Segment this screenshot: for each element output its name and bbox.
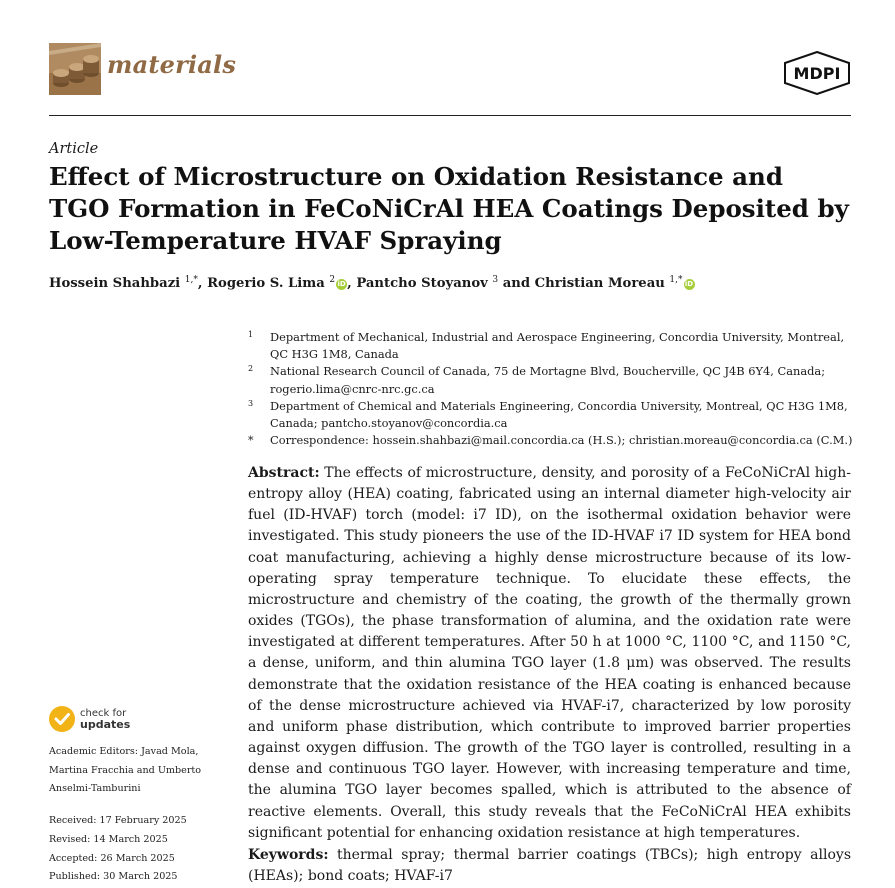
publisher-logo-icon: MDPI xyxy=(784,51,850,95)
checkmark-icon xyxy=(49,706,75,732)
affiliation-item: 2 National Research Council of Canada, 75… xyxy=(248,363,853,397)
received-date: Received: 17 February 2025 xyxy=(49,815,187,827)
affiliation-text: Department of Chemical and Materials Eng… xyxy=(270,398,848,431)
affiliation-item: 1 Department of Mechanical, Industrial an… xyxy=(248,329,853,363)
author-name[interactable]: Pantcho Stoyanov xyxy=(356,276,488,291)
affiliation-item: * Correspondence: hossein.shahbazi@mail.c… xyxy=(248,432,853,449)
academic-editors: Academic Editors: Javad Mola, Martina Fr… xyxy=(49,743,234,799)
affiliation-mark: 1 xyxy=(248,330,254,339)
journal-name: materials xyxy=(107,50,237,79)
affiliation-item: 3 Department of Chemical and Materials En… xyxy=(248,398,853,432)
author-separator: and xyxy=(498,276,535,291)
keywords-label: Keywords: xyxy=(248,847,329,863)
affiliation-list: 1 Department of Mechanical, Industrial an… xyxy=(248,329,853,449)
keywords-text: thermal spray; thermal barrier coatings … xyxy=(248,847,851,884)
author-separator: , xyxy=(197,276,208,291)
affiliation-text: Correspondence: hossein.shahbazi@mail.co… xyxy=(270,433,853,448)
check-updates-line2: updates xyxy=(80,718,131,731)
check-for-updates-badge[interactable]: check for updates xyxy=(49,706,179,736)
author-affiliation-mark: 2 xyxy=(329,275,336,285)
author-name[interactable]: Rogerio S. Lima xyxy=(207,276,325,291)
article-title: Effect of Microstructure on Oxidation Re… xyxy=(49,162,849,255)
published-date: Published: 30 March 2025 xyxy=(49,871,178,883)
author-affiliation-mark: 1,* xyxy=(669,275,683,285)
author-separator: , xyxy=(347,276,357,291)
affiliation-text: National Research Council of Canada, 75 … xyxy=(270,364,826,396)
keywords: Keywords: thermal spray; thermal barrier… xyxy=(248,845,851,887)
header-divider xyxy=(49,115,851,116)
abstract-text: The effects of microstructure, density, … xyxy=(248,465,852,841)
accepted-date: Accepted: 26 March 2025 xyxy=(49,852,175,864)
author-affiliation-mark: 1,* xyxy=(184,275,198,285)
author-name[interactable]: Christian Moreau xyxy=(534,276,665,291)
publisher-name: MDPI xyxy=(794,64,841,83)
revised-date: Revised: 14 March 2025 xyxy=(49,833,168,845)
orcid-icon[interactable]: iD xyxy=(336,279,348,290)
academic-editors-label: Academic Editors: xyxy=(49,746,139,757)
orcid-icon[interactable]: iD xyxy=(683,279,695,290)
abstract: Abstract: The effects of microstructure,… xyxy=(248,463,851,844)
affiliation-mark: * xyxy=(248,434,254,448)
article-metadata: Academic Editors: Javad Mola, Martina Fr… xyxy=(49,743,234,887)
affiliation-mark: 2 xyxy=(248,364,254,374)
academic-editors-names: Javad Mola, Martina Fracchia and Umberto… xyxy=(49,746,202,795)
affiliation-text: Department of Mechanical, Industrial and… xyxy=(270,330,845,362)
check-updates-line1: check for xyxy=(80,708,127,719)
affiliation-mark: 3 xyxy=(248,398,254,408)
article-type: Article xyxy=(49,141,99,157)
journal-logo-icon xyxy=(49,43,101,95)
abstract-label: Abstract: xyxy=(248,465,320,481)
author-affiliation-mark: 3 xyxy=(492,275,499,285)
author-name[interactable]: Hossein Shahbazi xyxy=(49,276,181,291)
